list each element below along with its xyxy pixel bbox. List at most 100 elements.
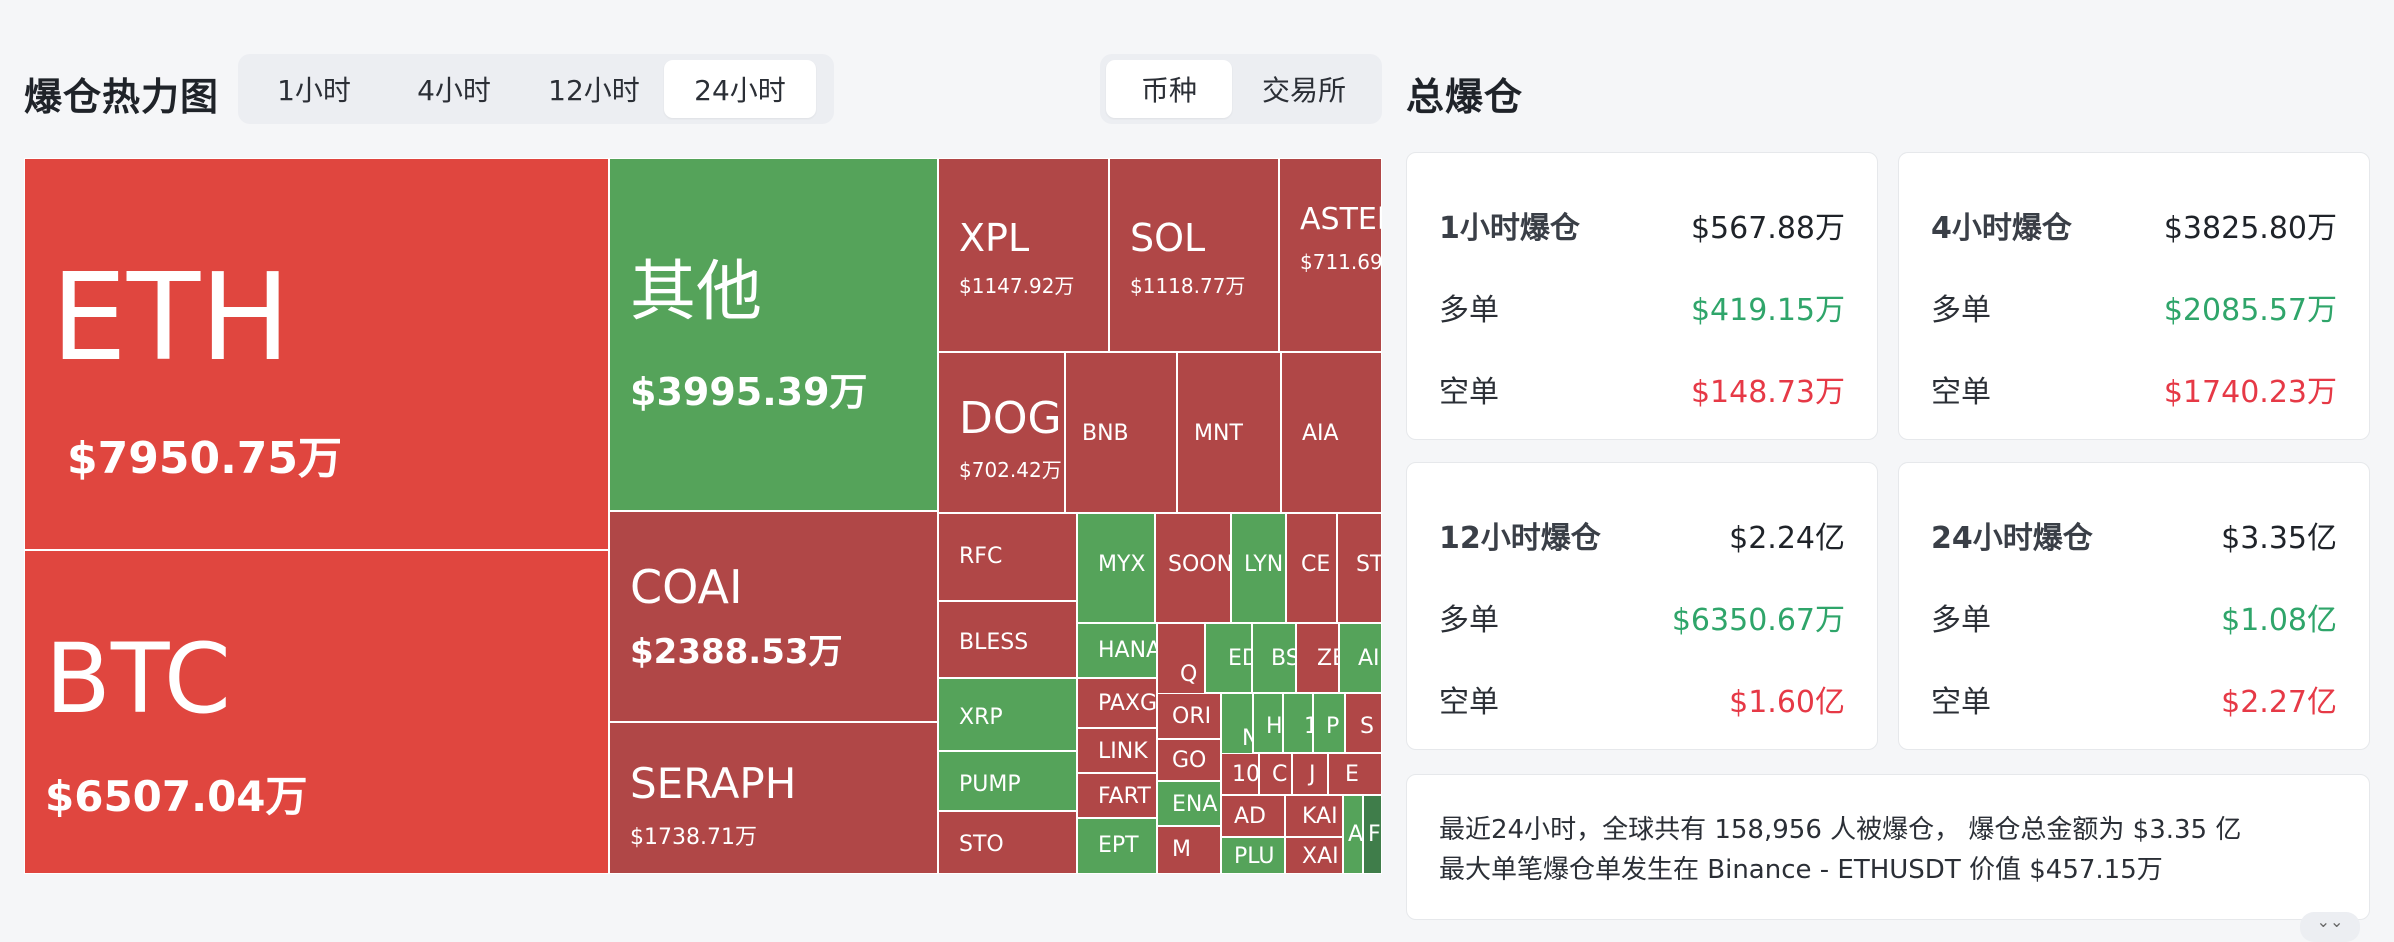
treemap-cell-btc[interactable]: BTC $6507.04万 — [24, 550, 609, 874]
treemap-cell-xpl[interactable]: XPL $1147.92万 — [938, 158, 1109, 352]
treemap-cell-ept[interactable]: EPT — [1077, 818, 1157, 874]
card-total: $3.35亿 — [2221, 521, 2337, 556]
treemap-cell-lyn[interactable]: LYN — [1231, 513, 1286, 623]
tab-24h[interactable]: 24小时 — [664, 60, 816, 118]
treemap-symbol: EPT — [1098, 833, 1139, 858]
treemap-cell-aster[interactable]: ASTER $711.69万 — [1279, 158, 1382, 352]
treemap-cell-hana[interactable]: HANA — [1077, 623, 1157, 678]
treemap-symbol: 100 — [1232, 762, 1259, 787]
treemap-value: $1738.71万 — [630, 825, 757, 850]
card-24h: 24小时爆仓 $3.35亿 多单 $1.08亿 空单 $2.27亿 — [1898, 462, 2370, 750]
treemap-symbol: BTC — [45, 623, 231, 735]
treemap-symbol: P — [1326, 714, 1340, 739]
treemap-cell-a[interactable]: A — [1343, 795, 1363, 874]
treemap-cell-pump[interactable]: PUMP — [938, 751, 1077, 811]
treemap-value: $711.69万 — [1300, 250, 1382, 274]
treemap-cell-mnt[interactable]: MNT — [1177, 352, 1281, 513]
treemap-cell-f[interactable]: F — [1363, 795, 1382, 874]
treemap-cell-bnb[interactable]: BNB — [1065, 352, 1177, 513]
card-total: $567.88万 — [1690, 211, 1845, 246]
short-label: 空单 — [1439, 375, 1499, 410]
treemap-cell-其他[interactable]: 其他 $3995.39万 — [609, 158, 938, 511]
treemap-cell-xai[interactable]: XAI — [1285, 837, 1343, 874]
treemap-value: $1118.77万 — [1130, 274, 1246, 298]
treemap-symbol: 1 — [1304, 716, 1312, 738]
treemap-cell-m[interactable]: M — [1157, 826, 1221, 874]
long-value: $2085.57万 — [2163, 293, 2337, 328]
treemap-symbol: BLESS — [959, 630, 1029, 655]
treemap-cell-kai[interactable]: KAI — [1285, 795, 1343, 837]
treemap-cell-seraph[interactable]: SERAPH $1738.71万 — [609, 722, 938, 874]
treemap-symbol: ASTER — [1300, 202, 1381, 237]
tab-exchange[interactable]: 交易所 — [1261, 74, 1346, 107]
treemap-symbol: GO — [1172, 748, 1207, 773]
short-value: $1740.23万 — [2163, 375, 2337, 410]
treemap-symbol: HANA — [1098, 638, 1157, 663]
treemap-cell-s[interactable]: S — [1345, 693, 1382, 753]
treemap-cell-eth[interactable]: ETH $7950.75万 — [24, 158, 609, 550]
card-total: $3825.80万 — [2163, 211, 2337, 246]
treemap-cell-e[interactable]: E — [1328, 753, 1382, 795]
card-4h: 4小时爆仓 $3825.80万 多单 $2085.57万 空单 $1740.23… — [1898, 152, 2370, 440]
treemap-symbol: PAXG — [1098, 691, 1157, 716]
treemap-cell-100[interactable]: 100 — [1221, 753, 1259, 795]
treemap-cell-soon[interactable]: SOON — [1155, 513, 1231, 623]
treemap-cell-go[interactable]: GO — [1157, 739, 1221, 781]
treemap-cell-rfc[interactable]: RFC — [938, 513, 1077, 601]
card-label: 24小时爆仓 — [1931, 521, 2093, 556]
treemap-symbol: J — [1309, 762, 1316, 787]
treemap-cell-h[interactable]: H — [1253, 693, 1283, 753]
treemap-cell-sol[interactable]: SOL $1118.77万 — [1109, 158, 1279, 352]
treemap-cell-bless[interactable]: BLESS — [938, 601, 1077, 678]
tab-coin[interactable]: 币种 — [1106, 60, 1232, 118]
treemap-cell-plu[interactable]: PLU — [1221, 837, 1285, 874]
treemap-cell-j[interactable]: J — [1292, 753, 1328, 795]
treemap-symbol: STO — [959, 832, 1004, 857]
treemap-value: $3995.39万 — [630, 370, 868, 414]
treemap-cell-doge[interactable]: DOGE $702.42万 — [938, 352, 1065, 513]
scroll-down-chevron-icon[interactable]: ⌄⌄ — [2300, 912, 2360, 942]
treemap-cell-bs[interactable]: BS — [1252, 623, 1296, 693]
treemap-cell-aia[interactable]: AIA — [1281, 352, 1382, 513]
treemap-cell-c[interactable]: C — [1259, 753, 1292, 795]
card-12h: 12小时爆仓 $2.24亿 多单 $6350.67万 空单 $1.60亿 — [1406, 462, 1878, 750]
treemap-symbol: DOGE — [959, 393, 1064, 444]
treemap-symbol: F — [1368, 822, 1381, 847]
treemap-cell-p[interactable]: P — [1313, 693, 1345, 753]
treemap-symbol: M — [1172, 837, 1191, 862]
treemap-cell-ce[interactable]: CE — [1286, 513, 1337, 623]
treemap-cell-st[interactable]: ST — [1337, 513, 1382, 623]
view-type-tabs: 币种 交易所 — [1100, 54, 1382, 124]
tab-12h[interactable]: 12小时 — [548, 74, 640, 107]
long-value: $1.08亿 — [2221, 603, 2337, 638]
treemap-cell-xrp[interactable]: XRP — [938, 678, 1077, 751]
treemap-symbol: PLU — [1234, 844, 1275, 869]
treemap-symbol: MNT — [1194, 421, 1243, 446]
treemap-symbol: BS — [1271, 646, 1295, 671]
long-label: 多单 — [1439, 603, 1499, 638]
treemap-cell-paxg[interactable]: PAXG — [1077, 678, 1157, 728]
tab-4h[interactable]: 4小时 — [417, 74, 491, 107]
tab-1h[interactable]: 1小时 — [277, 74, 351, 107]
treemap-symbol: ZE — [1317, 646, 1338, 671]
treemap-cell-fart[interactable]: FART — [1077, 773, 1157, 818]
treemap-symbol: AD — [1234, 804, 1266, 829]
treemap-cell-sto[interactable]: STO — [938, 811, 1077, 874]
treemap-cell-link[interactable]: LINK — [1077, 728, 1157, 773]
treemap-cell-1[interactable]: 1 — [1283, 693, 1313, 753]
treemap-cell-ena[interactable]: ENA — [1157, 781, 1221, 826]
treemap-cell-myx[interactable]: MYX — [1077, 513, 1155, 623]
short-label: 空单 — [1931, 685, 1991, 720]
treemap-cell-coai[interactable]: COAI $2388.53万 — [609, 511, 938, 722]
treemap-cell-ai[interactable]: AI — [1339, 623, 1382, 693]
treemap-symbol: ORI — [1172, 704, 1212, 729]
treemap-symbol: ETH — [51, 249, 291, 388]
long-label: 多单 — [1931, 603, 1991, 638]
treemap-cell-ori[interactable]: ORI — [1157, 693, 1221, 739]
treemap-cell-ed[interactable]: ED — [1205, 623, 1252, 693]
treemap-cell-ad[interactable]: AD — [1221, 795, 1285, 837]
long-label: 多单 — [1439, 293, 1499, 328]
summary-line-largest: 最大单笔爆仓单发生在 Binance - ETHUSDT 价值 $457.15万 — [1439, 855, 2163, 885]
treemap-symbol: SERAPH — [630, 759, 797, 808]
treemap-cell-ze[interactable]: ZE — [1296, 623, 1339, 693]
